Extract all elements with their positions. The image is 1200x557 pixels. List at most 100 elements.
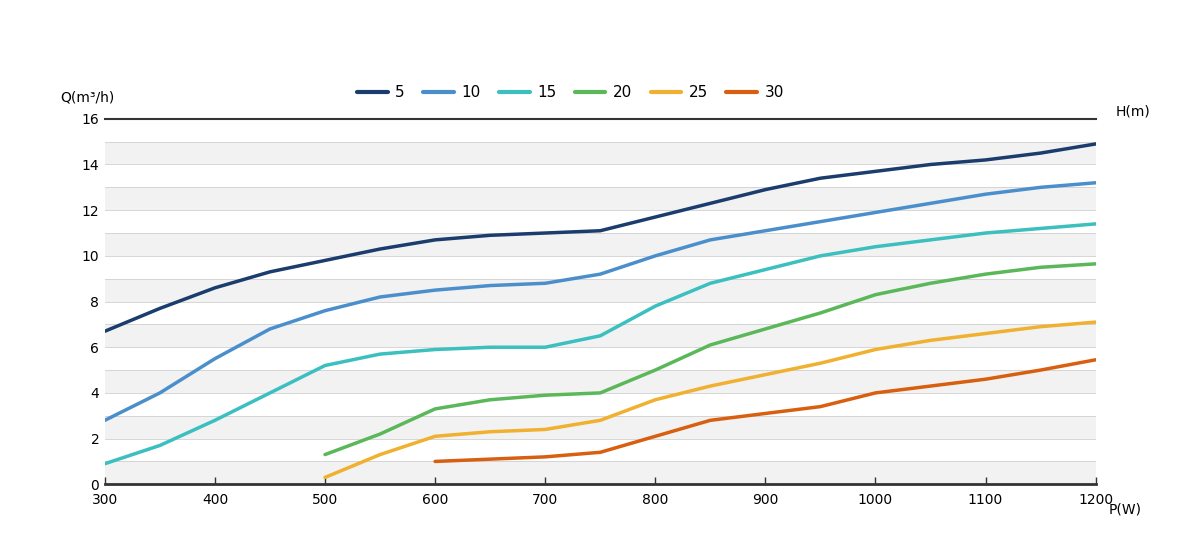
10: [97, 417, 112, 424]
15: [97, 461, 112, 467]
Bar: [104, 187, 1096, 210]
15: [978, 229, 992, 236]
30: [1088, 356, 1103, 363]
Bar: [104, 370, 1096, 393]
30: [538, 453, 552, 460]
10: [758, 227, 773, 234]
25: [1088, 319, 1103, 325]
Bar: [104, 278, 1096, 301]
25: [978, 330, 992, 337]
5: [1088, 140, 1103, 147]
25: [318, 474, 332, 481]
Line: 15: 15: [104, 224, 1096, 464]
25: [428, 433, 443, 439]
5: [869, 168, 883, 175]
15: [152, 442, 167, 449]
15: [538, 344, 552, 350]
20: [428, 405, 443, 412]
25: [869, 346, 883, 353]
Y-axis label: H(m): H(m): [1116, 104, 1151, 118]
5: [373, 246, 388, 252]
15: [703, 280, 718, 287]
10: [152, 389, 167, 396]
15: [923, 237, 937, 243]
5: [648, 214, 662, 221]
5: [97, 328, 112, 335]
30: [593, 449, 607, 456]
20: [648, 367, 662, 373]
Bar: [104, 233, 1096, 256]
10: [373, 294, 388, 300]
30: [648, 433, 662, 439]
5: [1033, 150, 1048, 157]
Bar: [104, 164, 1096, 187]
15: [593, 333, 607, 339]
15: [208, 417, 222, 424]
Line: 20: 20: [325, 264, 1096, 455]
30: [814, 403, 828, 410]
20: [538, 392, 552, 399]
Legend: 5, 10, 15, 20, 25, 30: 5, 10, 15, 20, 25, 30: [350, 79, 790, 106]
5: [703, 200, 718, 207]
5: [318, 257, 332, 264]
10: [263, 326, 277, 333]
Bar: [104, 347, 1096, 370]
30: [978, 376, 992, 383]
5: [208, 285, 222, 291]
10: [538, 280, 552, 287]
Bar: [104, 141, 1096, 164]
20: [373, 431, 388, 437]
X-axis label: P(W): P(W): [1109, 502, 1142, 516]
25: [814, 360, 828, 367]
15: [482, 344, 497, 350]
20: [923, 280, 937, 287]
10: [648, 252, 662, 259]
10: [1088, 179, 1103, 186]
10: [1033, 184, 1048, 190]
Bar: [104, 256, 1096, 278]
20: [593, 389, 607, 396]
5: [152, 305, 167, 312]
Line: 5: 5: [104, 144, 1096, 331]
10: [869, 209, 883, 216]
25: [373, 451, 388, 458]
10: [593, 271, 607, 277]
30: [482, 456, 497, 462]
Bar: [104, 301, 1096, 324]
25: [923, 337, 937, 344]
15: [263, 389, 277, 396]
15: [373, 351, 388, 358]
15: [648, 303, 662, 310]
Bar: [104, 438, 1096, 461]
5: [538, 229, 552, 236]
Y-axis label: Q(m³/h): Q(m³/h): [60, 90, 114, 104]
Bar: [104, 210, 1096, 233]
25: [648, 397, 662, 403]
5: [758, 186, 773, 193]
5: [978, 157, 992, 163]
25: [703, 383, 718, 389]
20: [978, 271, 992, 277]
20: [482, 397, 497, 403]
25: [482, 428, 497, 435]
10: [923, 200, 937, 207]
30: [1033, 367, 1048, 373]
Bar: [104, 416, 1096, 438]
25: [758, 372, 773, 378]
30: [703, 417, 718, 424]
20: [1033, 264, 1048, 271]
Line: 30: 30: [436, 360, 1096, 461]
5: [923, 161, 937, 168]
25: [1033, 323, 1048, 330]
10: [703, 237, 718, 243]
30: [869, 389, 883, 396]
10: [482, 282, 497, 289]
10: [318, 307, 332, 314]
25: [593, 417, 607, 424]
5: [263, 268, 277, 275]
15: [814, 252, 828, 259]
15: [1088, 221, 1103, 227]
15: [869, 243, 883, 250]
5: [593, 227, 607, 234]
20: [318, 451, 332, 458]
